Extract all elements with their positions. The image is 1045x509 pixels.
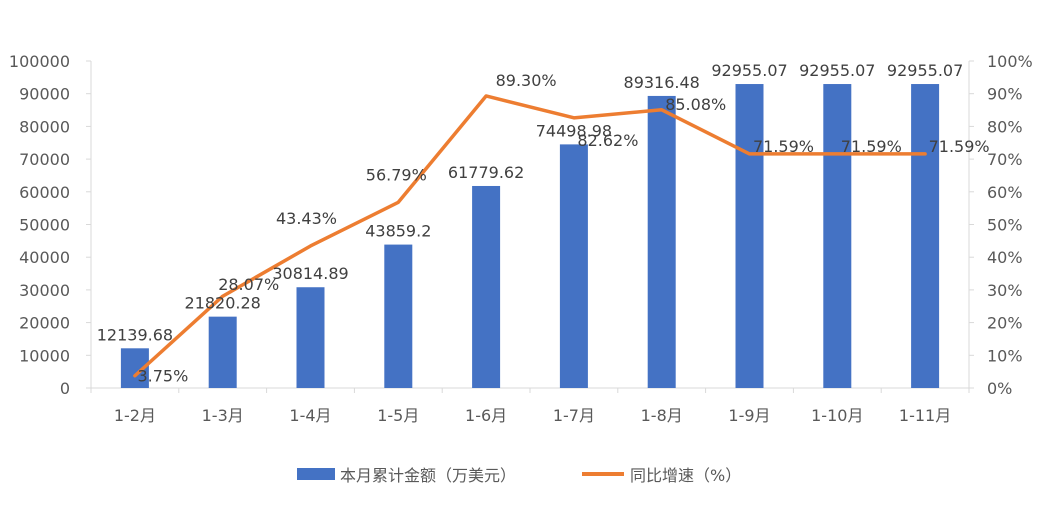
y-left-tick-label: 50000	[19, 216, 70, 235]
y-right-tick-label: 20%	[987, 314, 1023, 333]
line-data-label: 89.30%	[496, 71, 557, 90]
legend-label-amount: 本月累计金额（万美元）	[340, 466, 516, 485]
y-left-tick-label: 80000	[19, 117, 70, 136]
x-tick-label: 1-7月	[553, 406, 595, 425]
line-data-label: 28.07%	[218, 275, 279, 294]
bar-data-label: 30814.89	[272, 264, 348, 283]
bar	[823, 84, 852, 388]
line-data-label: 71.59%	[753, 137, 814, 156]
y-left-tick-label: 60000	[19, 183, 70, 202]
y-right-tick-label: 40%	[987, 248, 1023, 267]
y-left-tick-label: 0	[60, 379, 70, 398]
y-right-tick-label: 100%	[987, 52, 1033, 71]
bar	[472, 185, 501, 388]
line-series	[133, 94, 927, 378]
line-data-label: 43.43%	[276, 209, 337, 228]
y-left-tick-label: 100000	[9, 52, 70, 71]
bar-data-label: 21820.28	[185, 294, 261, 313]
bar	[735, 84, 764, 388]
legend: 本月累计金额（万美元） 同比增速（%）	[297, 466, 741, 485]
y-right-tick-label: 60%	[987, 183, 1023, 202]
bar-data-label: 92955.07	[799, 61, 875, 80]
bar	[911, 84, 940, 388]
bar-data-label: 61779.62	[448, 163, 524, 182]
bar-data-label: 92955.07	[887, 61, 963, 80]
line-data-label: 82.62%	[577, 131, 638, 150]
bar-data-label: 89316.48	[624, 73, 700, 92]
bar-data-label: 43859.2	[365, 222, 431, 241]
y-left-tick-label: 30000	[19, 281, 70, 300]
y-right-tick-label: 10%	[987, 346, 1023, 365]
y-right-tick-label: 90%	[987, 85, 1023, 104]
y-right-tick-label: 0%	[987, 379, 1012, 398]
line-data-label: 85.08%	[665, 95, 726, 114]
x-tick-label: 1-2月	[114, 406, 156, 425]
x-tick-label: 1-3月	[202, 406, 244, 425]
y-left-tick-label: 20000	[19, 314, 70, 333]
line-data-label: 3.75%	[137, 367, 188, 386]
legend-swatch-amount	[297, 468, 335, 480]
line-data-label: 56.79%	[366, 165, 427, 184]
x-tick-label: 1-11月	[899, 406, 951, 425]
y-right-tick-label: 80%	[987, 117, 1023, 136]
bar	[384, 244, 413, 388]
y-left-tick-label: 40000	[19, 248, 70, 267]
data-labels: 12139.68 21820.28 30814.89 43859.2 61779.62 7…	[97, 61, 990, 386]
x-tick-label: 1-10月	[811, 406, 863, 425]
x-tick-label: 1-8月	[641, 406, 683, 425]
y-left-tick-label: 70000	[19, 150, 70, 169]
line-data-label: 71.59%	[929, 137, 990, 156]
x-tick-label: 1-9月	[728, 406, 770, 425]
y-right-tick-label: 50%	[987, 216, 1023, 235]
x-tick-label: 1-6月	[465, 406, 507, 425]
line-data-label: 71.59%	[841, 137, 902, 156]
bar-data-label: 92955.07	[711, 61, 787, 80]
legend-label-growth: 同比增速（%）	[630, 466, 741, 485]
bar	[559, 144, 588, 388]
bar-data-label: 12139.68	[97, 325, 173, 344]
bar	[296, 287, 325, 388]
x-tick-label: 1-5月	[377, 406, 419, 425]
y-right-tick-label: 30%	[987, 281, 1023, 300]
growth-line	[133, 94, 927, 378]
bar-data-label: 74498.98	[536, 121, 612, 140]
axes: 0 10000 20000 30000 40000 50000 60000 70000 8000…	[9, 52, 1033, 425]
bar-series	[120, 84, 940, 388]
y-left-tick-label: 10000	[19, 346, 70, 365]
y-right-tick-label: 70%	[987, 150, 1023, 169]
x-tick-label: 1-4月	[289, 406, 331, 425]
bar	[208, 316, 237, 388]
y-left-tick-label: 90000	[19, 85, 70, 104]
bar	[647, 95, 676, 388]
